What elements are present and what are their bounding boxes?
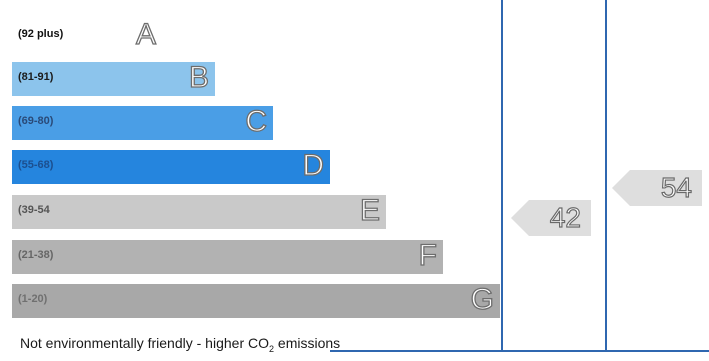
footer-caption: Not environmentally friendly - higher CO…: [20, 335, 340, 354]
rating-letter: A: [135, 17, 156, 51]
rating-letter: F: [418, 238, 438, 272]
table-bottom-border: [330, 350, 709, 352]
rating-letter: C: [245, 104, 268, 138]
rating-letter: G: [470, 282, 495, 316]
rating-range-label: (55-68): [18, 159, 54, 171]
rating-range-label: (69-80): [18, 115, 54, 127]
rating-row-d: (55-68) D: [12, 148, 330, 184]
rating-row-b: (81-91) B: [12, 60, 215, 96]
rating-range-label: (81-91): [18, 71, 54, 83]
rating-row-c: (69-80) C: [12, 104, 273, 140]
rating-row-g: (1-20) G: [12, 282, 500, 318]
rating-row-a: (92 plus) A: [12, 17, 162, 53]
footer-caption-text: Not environmentally friendly - higher CO: [20, 335, 269, 351]
current-rating-arrow: 42: [511, 200, 591, 236]
rating-letter: B: [188, 60, 209, 94]
rating-range-label: (21-38): [18, 249, 54, 261]
footer-caption-suffix: emissions: [274, 335, 341, 351]
rating-range-label: (1-20): [18, 293, 48, 305]
rating-letter: D: [302, 148, 325, 182]
current-column-left-border: [501, 0, 503, 352]
rating-row-f: (21-38) F: [12, 238, 443, 274]
potential-rating-value: 54: [660, 171, 692, 203]
rating-letter: E: [359, 193, 380, 227]
current-rating-value: 42: [549, 201, 581, 233]
footer-caption-subscript: 2: [269, 343, 275, 354]
rating-range-label: (92 plus): [18, 28, 64, 40]
rating-range-label: (39-54: [18, 204, 50, 216]
current-column-right-border: [605, 0, 607, 352]
rating-row-e: (39-54 E: [12, 193, 386, 229]
potential-rating-arrow: 54: [612, 170, 702, 206]
